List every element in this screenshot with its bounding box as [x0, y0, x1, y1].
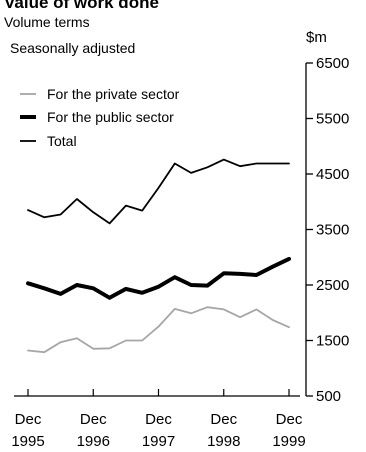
- chart-subtitle-volume: Volume terms: [4, 14, 90, 30]
- x-tick-month-label: Dec: [210, 411, 237, 428]
- y-tick-label: 6500: [316, 55, 349, 72]
- chart-title: Value of work done: [4, 0, 159, 12]
- y-tick-label: 4500: [316, 166, 349, 183]
- legend-label: Total: [47, 133, 77, 149]
- y-axis-unit-label: $m: [306, 29, 327, 46]
- y-tick-label: 2500: [316, 277, 349, 294]
- x-tick-month-label: Dec: [80, 411, 107, 428]
- y-tick-label: 1500: [316, 333, 349, 350]
- series-line-for-the-private-sector: [27, 306, 290, 354]
- chart-subtitle-seasonal: Seasonally adjusted: [10, 40, 135, 56]
- series-line-for-the-public-sector: [26, 256, 291, 300]
- x-axis: Dec 1995 Dec 1996 Dec 1997 Dec 1998 Dec 1999: [11, 389, 306, 450]
- legend-label: For the public sector: [47, 109, 174, 125]
- y-axis: 6500 5500 4500 3500 2500 1500 500: [305, 55, 349, 405]
- x-tick-month-label: Dec: [276, 411, 303, 428]
- y-tick-label: 5500: [316, 111, 349, 128]
- x-tick-year-label: 1998: [207, 433, 240, 450]
- x-tick-year-label: 1997: [142, 433, 175, 450]
- y-tick-label: 3500: [316, 222, 349, 239]
- series-layer: [26, 158, 291, 354]
- x-tick-year-label: 1999: [272, 433, 305, 450]
- legend-label: For the private sector: [47, 86, 180, 102]
- x-tick-month-label: Dec: [15, 411, 42, 428]
- chart-legend: For the private sector For the public sec…: [20, 86, 180, 149]
- x-tick-year-label: 1996: [77, 433, 110, 450]
- series-line-total: [27, 158, 290, 225]
- y-tick-label: 500: [316, 388, 341, 405]
- x-tick-month-label: Dec: [145, 411, 172, 428]
- x-tick-year-label: 1995: [11, 433, 44, 450]
